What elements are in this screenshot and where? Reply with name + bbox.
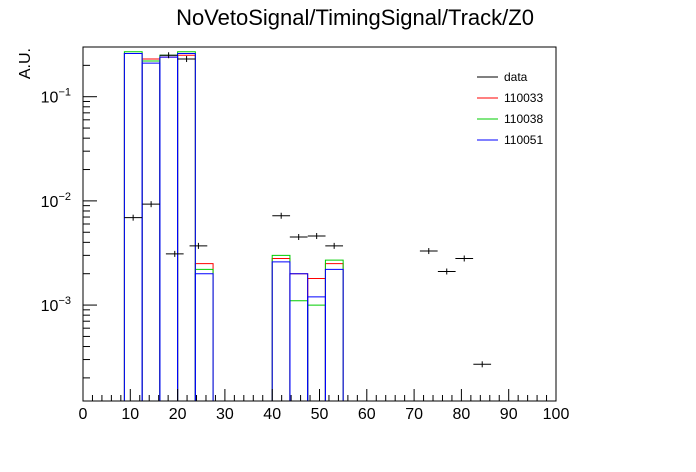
data-points-layer (124, 52, 492, 368)
y-tick-label: 10−1 (41, 87, 71, 107)
legend-label: 110051 (504, 133, 543, 147)
bar-110051 (177, 52, 196, 401)
bar-110051 (271, 261, 291, 401)
data-point (473, 361, 492, 368)
bar-110051 (289, 273, 309, 401)
series-110038 (123, 51, 344, 401)
legend-label: 110033 (504, 91, 543, 105)
x-tick-label: 70 (405, 406, 423, 423)
legend-entry: 110051 (477, 133, 543, 147)
bar-110038 (271, 254, 291, 401)
series-layer (123, 51, 344, 401)
bar-110033 (177, 54, 196, 401)
legend-label: 110038 (504, 112, 543, 126)
x-tick-label: 10 (121, 406, 139, 423)
y-axis: 10−1 10−2 10−3 (41, 64, 97, 379)
plot-frame (82, 46, 557, 402)
data-point (437, 268, 456, 275)
data-point (325, 242, 344, 249)
bar-110051 (141, 62, 161, 401)
data-point (142, 201, 160, 208)
chart-title: NoVetoSignal/TimingSignal/Track/Z0 (176, 5, 534, 30)
data-point (307, 233, 326, 240)
bar-110051 (324, 268, 344, 401)
bar-110033 (141, 58, 161, 401)
y-tick-label: 10−2 (41, 191, 71, 211)
data-point (177, 56, 196, 63)
x-tick-label: 90 (500, 406, 518, 423)
data-point (455, 255, 474, 262)
bar-110051 (194, 273, 214, 401)
x-tick-label: 60 (358, 406, 376, 423)
x-tick-label: 80 (453, 406, 471, 423)
bar-110033 (159, 56, 179, 401)
x-tick-label: 50 (311, 406, 329, 423)
legend-entry: 110033 (477, 91, 543, 105)
series-110051 (123, 52, 344, 401)
legend: data 110033 110038 110051 (477, 70, 543, 147)
x-axis: 0 10 20 30 40 50 60 70 80 90 100 (79, 389, 570, 423)
bar-110033 (123, 52, 143, 401)
bar-110038 (324, 259, 344, 401)
data-point (272, 212, 291, 219)
bar-110038 (159, 54, 179, 401)
bar-110038 (307, 304, 326, 401)
series-110033 (123, 52, 344, 401)
x-tick-label: 20 (169, 406, 187, 423)
bar-110051 (123, 52, 143, 401)
bar-110033 (289, 273, 309, 401)
bar-110038 (141, 60, 161, 401)
x-tick-label: 100 (543, 406, 570, 423)
bar-110038 (123, 51, 143, 401)
x-tick-label: 40 (263, 406, 281, 423)
legend-entry: 110038 (477, 112, 543, 126)
bar-110033 (324, 263, 344, 401)
data-point (124, 214, 143, 221)
bar-110038 (289, 300, 309, 401)
bar-110033 (194, 263, 214, 401)
legend-label: data (504, 70, 528, 84)
bar-110033 (271, 257, 291, 401)
bar-110038 (194, 268, 214, 401)
data-point (419, 248, 438, 255)
data-point (159, 52, 178, 59)
legend-entry: data (477, 70, 528, 84)
bar-110051 (307, 296, 326, 401)
y-tick-label: 10−3 (41, 295, 71, 315)
bar-110051 (159, 56, 179, 401)
bar-110038 (177, 51, 196, 401)
y-axis-title: A.U. (17, 48, 34, 79)
x-tick-label: 30 (216, 406, 234, 423)
data-point (189, 242, 208, 249)
data-point (165, 250, 184, 257)
data-point (289, 234, 308, 241)
x-tick-label: 0 (79, 406, 88, 423)
